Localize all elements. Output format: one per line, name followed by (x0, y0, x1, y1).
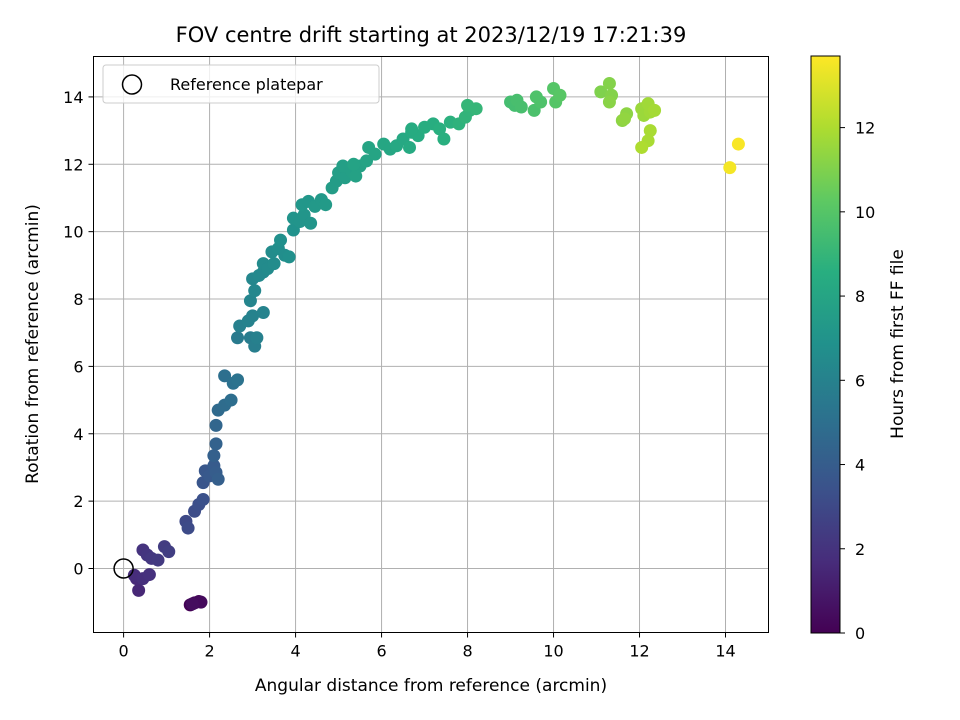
data-point (368, 147, 382, 161)
colorbar-tick-label: 10 (855, 203, 875, 222)
colorbar-tick-label: 12 (855, 119, 875, 138)
data-point (594, 85, 608, 99)
reference-point (113, 558, 134, 579)
data-point (403, 140, 417, 154)
data-point (132, 583, 146, 597)
data-point (304, 216, 318, 230)
legend-label: Reference platepar (170, 75, 323, 94)
data-point (196, 492, 210, 506)
data-point (635, 140, 649, 154)
data-point (274, 233, 288, 247)
data-point (723, 161, 737, 175)
colorbar-label: Hours from first FF file (888, 249, 908, 439)
data-point (643, 124, 657, 138)
y-tick-label: 14 (63, 88, 83, 107)
data-point (209, 437, 223, 451)
data-point (181, 521, 195, 535)
plot-area-frame (93, 56, 769, 633)
data-point (231, 331, 245, 345)
x-tick-label: 10 (543, 642, 563, 661)
data-point (243, 294, 257, 308)
y-tick-label: 12 (63, 155, 83, 174)
legend: Reference platepar (102, 64, 380, 104)
grid-lines (93, 56, 769, 633)
x-tick-label: 0 (119, 642, 129, 661)
x-tick-label: 12 (629, 642, 649, 661)
x-tick-label: 2 (204, 642, 214, 661)
data-point (349, 169, 363, 183)
data-point (250, 331, 264, 345)
x-axis-title: Angular distance from reference (arcmin) (255, 676, 607, 696)
colorbar-tick-label: 2 (855, 540, 865, 559)
x-axis: 0 2 4 6 8 10 12 14 (119, 632, 736, 661)
colorbar: 0 2 4 6 8 10 12 Hours from first FF file (810, 55, 908, 643)
legend-box (102, 64, 380, 104)
data-point (162, 545, 176, 559)
colorbar-tick-label: 0 (855, 624, 865, 643)
data-point (267, 257, 281, 271)
data-point (433, 122, 447, 136)
x-tick-label: 4 (290, 642, 300, 661)
data-point (617, 112, 631, 126)
legend-marker (121, 74, 143, 95)
data-point (211, 472, 225, 486)
data-point (248, 284, 262, 298)
y-axis-title: Rotation from reference (arcmin) (23, 204, 43, 484)
data-point (602, 95, 616, 109)
data-point (246, 309, 260, 323)
x-tick-label: 6 (376, 642, 386, 661)
data-point (185, 597, 199, 611)
data-point (469, 102, 483, 116)
data-point (731, 137, 745, 151)
colorbar-tick-label: 8 (855, 287, 865, 306)
data-point (207, 449, 221, 463)
data-point (151, 553, 165, 567)
colorbar-gradient (810, 55, 841, 634)
data-points (127, 76, 745, 612)
data-point (231, 373, 245, 387)
data-point (648, 103, 662, 117)
data-point (142, 568, 156, 582)
colorbar-tick-label: 6 (855, 371, 865, 390)
data-point (319, 198, 333, 212)
y-tick-label: 4 (73, 425, 83, 444)
x-tick-label: 8 (462, 642, 472, 661)
data-point (553, 88, 567, 102)
data-point (347, 157, 361, 171)
data-point (405, 122, 419, 136)
data-point (602, 76, 616, 90)
y-tick-label: 2 (73, 492, 83, 511)
y-axis: 0 2 4 6 8 10 12 14 (63, 88, 94, 579)
data-point (209, 418, 223, 432)
colorbar-tick-label: 4 (855, 456, 865, 475)
data-point (437, 132, 451, 146)
data-point (282, 250, 296, 264)
x-tick-label: 14 (715, 642, 735, 661)
y-tick-label: 6 (73, 357, 83, 376)
data-point (534, 95, 548, 109)
data-point (514, 100, 528, 114)
y-tick-label: 10 (63, 223, 83, 242)
y-tick-label: 0 (73, 560, 83, 579)
data-point (218, 369, 232, 383)
chart-title: FOV centre drift starting at 2023/12/19 … (176, 23, 687, 47)
colorbar-ticks: 0 2 4 6 8 10 12 (840, 119, 875, 643)
data-point (224, 393, 238, 407)
data-point (256, 306, 270, 319)
y-tick-label: 8 (73, 290, 83, 309)
